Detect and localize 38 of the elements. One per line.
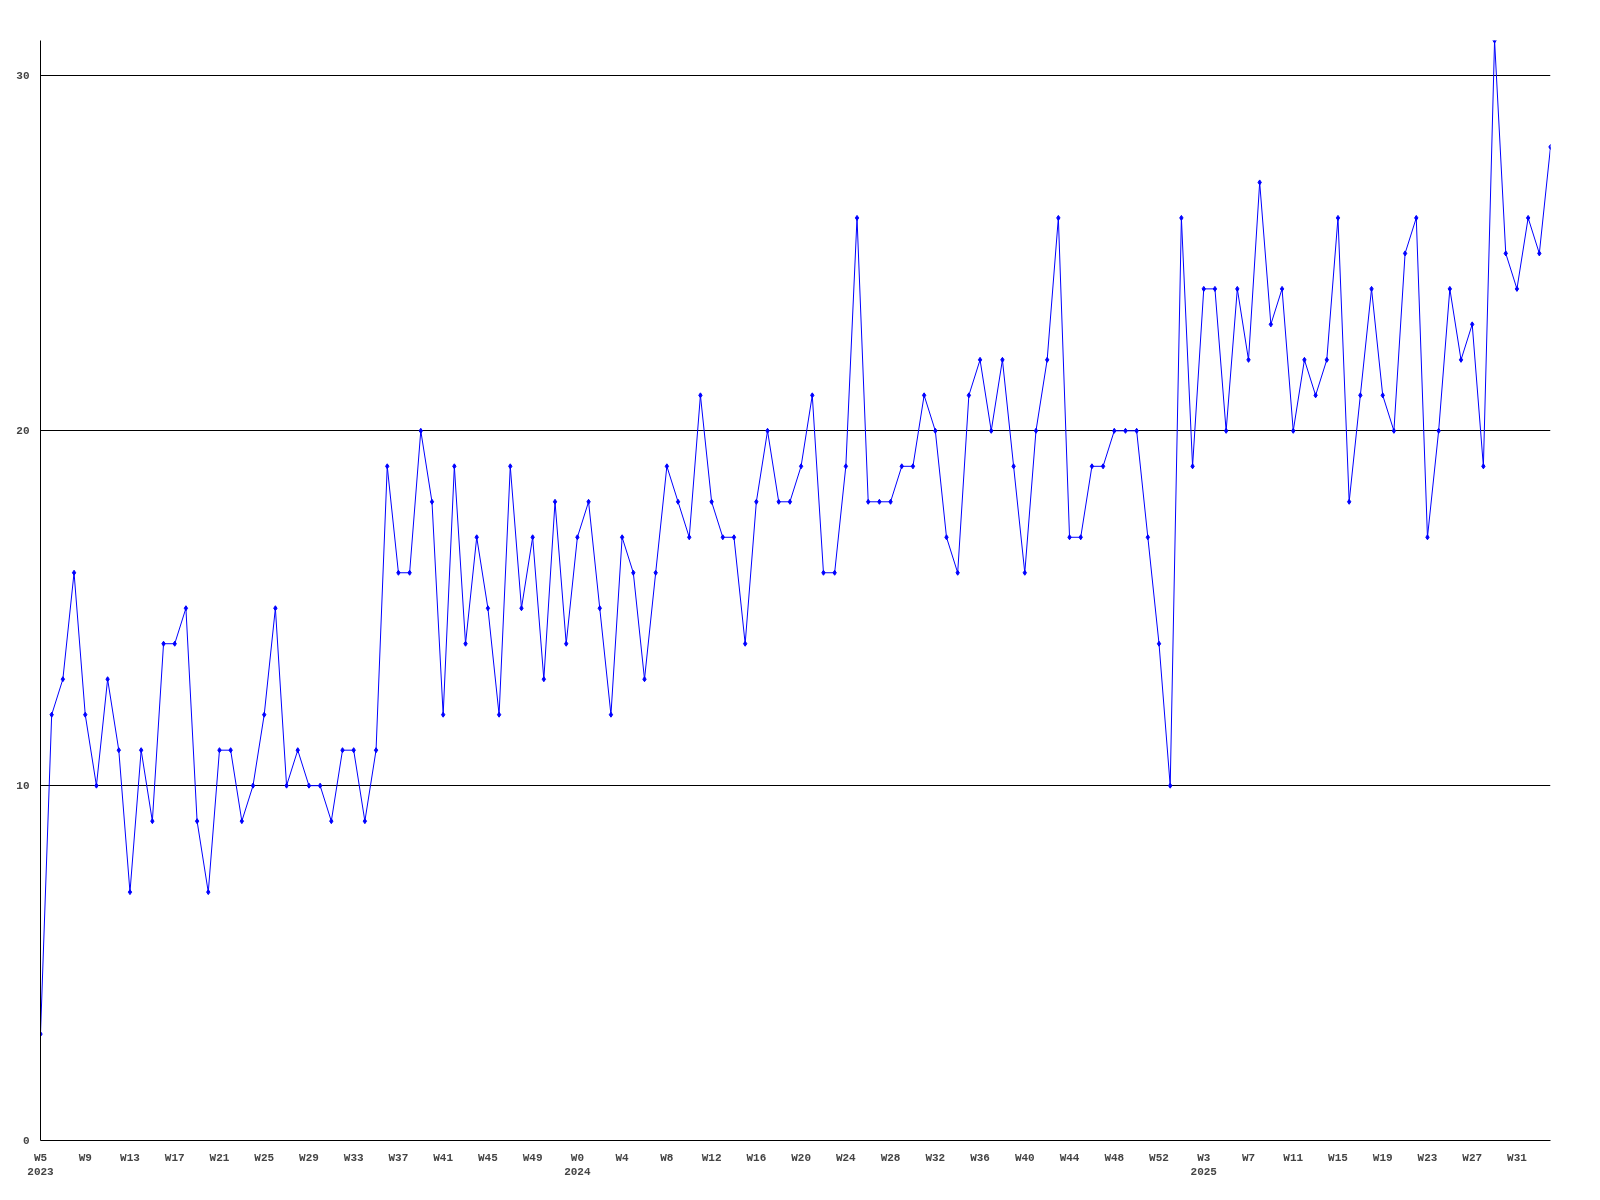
x-tick-label: W5 2023 [27,1151,55,1178]
x-tick-label: W40 [1014,1151,1035,1164]
x-tick-label: W48 [1104,1151,1125,1164]
y-tick-label: 20 [16,425,30,438]
x-tick-label: W24 [835,1151,857,1164]
x-tick-label: W0 2024 [564,1151,591,1178]
x-tick-label: W52 [1149,1151,1169,1164]
y-tick-label: 30 [16,70,30,83]
x-tick-label: W8 [660,1151,674,1164]
x-tick-label: W37 [388,1151,409,1164]
x-tick-label: W45 [478,1151,499,1164]
x-tick-label: W19 [1372,1151,1393,1164]
x-tick-label: W13 [120,1151,141,1164]
x-tick-label: W44 [1059,1151,1080,1164]
x-tick-label: W32 [925,1151,946,1164]
x-tick-label: W41 [433,1151,454,1164]
x-tick-label: W7 [1241,1151,1256,1164]
x-tick-label: W15 [1328,1151,1349,1164]
x-tick-label: W12 [701,1151,722,1164]
x-tick-label: W9 [78,1151,92,1164]
x-tick-label: W23 [1417,1151,1438,1164]
x-tick-label: W27 [1462,1151,1483,1164]
x-tick-label: W49 [522,1151,543,1164]
y-tick-label: 0 [22,1135,30,1147]
x-tick-label: W17 [164,1151,185,1164]
x-tick-label: W36 [970,1151,990,1164]
x-tick-label: W4 [615,1151,630,1164]
x-tick-label: W21 [209,1151,230,1164]
x-tick-label: W11 [1283,1151,1304,1164]
x-tick-label: W20 [791,1151,811,1164]
x-tick-label: W33 [343,1151,364,1164]
x-tick-label: W29 [299,1151,319,1164]
x-tick-label: W25 [254,1151,275,1164]
x-tick-label: W31 [1507,1151,1528,1164]
x-tick-label: W28 [880,1151,901,1164]
y-tick-label: 10 [16,780,30,793]
x-tick-label: W16 [746,1151,767,1164]
x-tick-label: W3 2025 [1190,1151,1218,1178]
